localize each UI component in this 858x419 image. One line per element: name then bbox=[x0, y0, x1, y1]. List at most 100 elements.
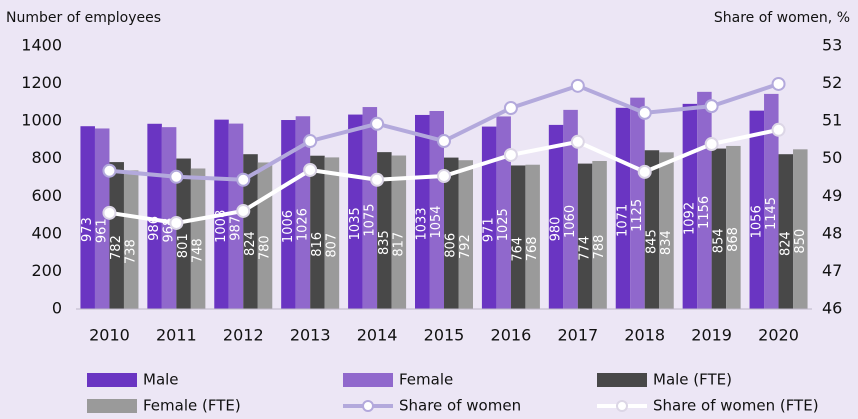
value-label: 738 bbox=[124, 239, 139, 264]
y-tick-label: 1400 bbox=[21, 36, 62, 55]
line-point bbox=[503, 147, 518, 162]
value-label: 1125 bbox=[630, 199, 645, 232]
value-label: 801 bbox=[176, 233, 191, 258]
value-label: 1156 bbox=[697, 196, 712, 229]
value-label: 1006 bbox=[281, 210, 296, 243]
legend-marker bbox=[616, 400, 628, 412]
bar bbox=[592, 160, 607, 309]
bar bbox=[80, 126, 95, 309]
x-tick-label: 2011 bbox=[156, 326, 197, 345]
legend-label: Male bbox=[143, 371, 179, 389]
line-point bbox=[771, 122, 786, 137]
bar bbox=[615, 107, 631, 310]
line-point bbox=[303, 134, 318, 149]
value-label: 835 bbox=[377, 230, 392, 255]
value-label: 834 bbox=[659, 230, 674, 255]
legend-swatch bbox=[87, 399, 137, 413]
value-label: 806 bbox=[444, 233, 459, 258]
bar bbox=[548, 124, 564, 310]
x-tick-label: 2010 bbox=[89, 326, 130, 345]
y2-tick-label: 46 bbox=[822, 299, 842, 318]
x-tick-label: 2016 bbox=[491, 326, 532, 345]
value-label: 850 bbox=[793, 229, 808, 254]
y2-tick-label: 50 bbox=[822, 148, 842, 167]
bar bbox=[764, 93, 779, 310]
legend-swatch bbox=[597, 373, 647, 387]
bar bbox=[415, 114, 430, 309]
x-tick-label: 2018 bbox=[624, 326, 665, 345]
value-label: 1056 bbox=[749, 205, 764, 238]
line-point bbox=[370, 172, 385, 187]
bar bbox=[444, 157, 459, 309]
bar bbox=[726, 145, 741, 309]
legend-label: Female (FTE) bbox=[143, 397, 241, 415]
legend-swatch bbox=[343, 373, 393, 387]
y-axis-title: Number of employees bbox=[6, 10, 161, 26]
bar bbox=[778, 154, 794, 309]
bar bbox=[228, 123, 244, 310]
y-tick-label: 600 bbox=[31, 186, 62, 205]
x-tick-label: 2015 bbox=[424, 326, 465, 345]
bar bbox=[525, 164, 540, 309]
y2-tick-label: 52 bbox=[822, 73, 842, 92]
bar bbox=[123, 170, 139, 309]
value-label: 1145 bbox=[764, 197, 779, 230]
value-label: 788 bbox=[592, 235, 607, 260]
value-label: 1033 bbox=[415, 207, 430, 240]
y-tick-label: 1000 bbox=[21, 111, 62, 130]
line-point bbox=[236, 172, 251, 187]
bar bbox=[190, 168, 206, 309]
bar bbox=[644, 150, 660, 309]
value-label: 780 bbox=[258, 235, 273, 260]
value-label: 792 bbox=[458, 234, 473, 259]
x-tick-label: 2013 bbox=[290, 326, 331, 345]
line-point bbox=[102, 163, 117, 178]
line-point bbox=[370, 116, 385, 131]
bar bbox=[659, 152, 674, 309]
x-tick-label: 2012 bbox=[223, 326, 264, 345]
value-label: 748 bbox=[191, 238, 206, 263]
bar bbox=[377, 152, 392, 309]
bar bbox=[147, 123, 162, 309]
line-point bbox=[169, 169, 184, 184]
bar bbox=[510, 165, 526, 309]
value-label: 1035 bbox=[348, 207, 363, 240]
value-label: 824 bbox=[243, 231, 258, 256]
line-point bbox=[437, 134, 451, 149]
y-tick-label: 200 bbox=[31, 261, 62, 280]
y-tick-label: 400 bbox=[31, 223, 62, 242]
bar bbox=[481, 126, 497, 309]
value-label: 817 bbox=[391, 232, 406, 257]
value-label: 807 bbox=[324, 233, 339, 258]
value-label: 774 bbox=[578, 236, 593, 261]
bar bbox=[310, 155, 325, 309]
value-label: 1060 bbox=[563, 205, 578, 238]
value-label: 845 bbox=[644, 229, 659, 254]
value-label: 1025 bbox=[496, 208, 511, 241]
y-tick-label: 0 bbox=[52, 299, 62, 318]
y2-tick-label: 53 bbox=[822, 36, 842, 55]
line-point bbox=[169, 215, 184, 230]
value-label: 1071 bbox=[615, 204, 630, 237]
bar bbox=[429, 110, 444, 310]
value-label: 980 bbox=[549, 217, 564, 242]
bar bbox=[630, 97, 645, 310]
value-label: 764 bbox=[511, 237, 526, 262]
value-label: 1075 bbox=[362, 203, 377, 236]
bar bbox=[391, 155, 407, 309]
bar bbox=[577, 163, 593, 309]
line-point bbox=[236, 203, 251, 218]
value-label: 1008 bbox=[214, 210, 229, 243]
x-tick-label: 2019 bbox=[691, 326, 732, 345]
value-label: 987 bbox=[229, 216, 244, 241]
bar bbox=[109, 162, 124, 309]
legend-label: Female bbox=[399, 371, 453, 389]
value-label: 971 bbox=[482, 217, 497, 242]
bar bbox=[362, 107, 378, 309]
legend-marker bbox=[362, 400, 374, 412]
x-tick-label: 2020 bbox=[758, 326, 799, 345]
bar bbox=[458, 160, 473, 309]
line-point bbox=[303, 162, 318, 177]
legend-label: Share of women bbox=[399, 397, 521, 415]
